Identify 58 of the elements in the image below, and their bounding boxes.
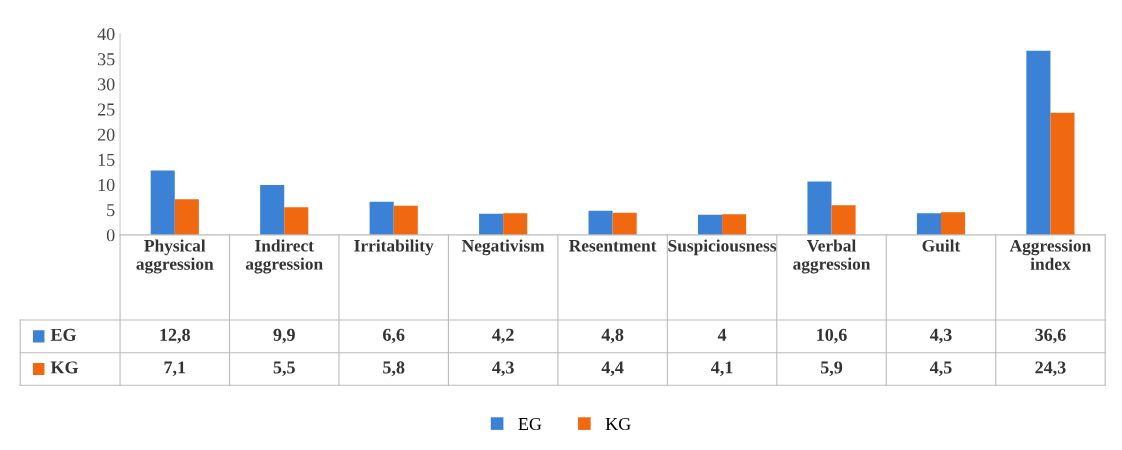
text: KG: [605, 417, 631, 431]
y-tick-label: 35: [98, 53, 115, 66]
bar: [369, 201, 394, 235]
x-tick-label: Guilt: [922, 239, 961, 252]
x-tick-label: Resentment: [569, 240, 657, 252]
bar: [260, 185, 285, 235]
data-label: 4,1: [711, 361, 733, 377]
bar: [722, 214, 747, 235]
x-tick-label: Irritability: [354, 239, 434, 256]
bar: [940, 212, 966, 235]
y-tick-label: 40: [97, 28, 115, 41]
bar: [284, 207, 309, 235]
bar: [612, 212, 637, 235]
bar: [174, 199, 199, 235]
data-label: 4,3: [492, 361, 514, 377]
x-tick-label: Suspiciousness: [668, 239, 777, 256]
bar: [1050, 112, 1075, 235]
data-label: 4,2: [492, 328, 514, 344]
y-tick-label: 10: [98, 178, 115, 192]
legend-label: EG: [50, 328, 77, 341]
data-label: 6,6: [383, 328, 405, 344]
bar: [503, 213, 528, 235]
data-label: 4,5: [929, 361, 952, 377]
data-label: 24,3: [1035, 361, 1066, 377]
y-tick-label: 5: [107, 204, 115, 217]
bar: [831, 205, 856, 235]
bar: [697, 214, 723, 235]
x-tick-label: Aggression index: [1009, 239, 1092, 270]
y-tick-label: 15: [98, 153, 115, 166]
bar: [807, 181, 832, 235]
x-tick-label: Physical aggression: [136, 239, 214, 274]
data-label: 4,3: [929, 328, 952, 344]
y-tick-label: 25: [97, 103, 115, 116]
bar: [393, 205, 418, 235]
data-label: 4: [717, 328, 727, 341]
bar: [916, 213, 941, 235]
legend-label: KG: [50, 361, 79, 374]
data-label: 7,1: [164, 361, 186, 377]
bar: [150, 170, 175, 235]
y-tick-label: 20: [97, 128, 115, 141]
bar: [588, 210, 613, 235]
data-label: 5,9: [820, 361, 843, 377]
bar: [479, 213, 504, 235]
data-label: 10,6: [817, 328, 847, 344]
data-label: 4,4: [601, 361, 624, 377]
y-tick-label: 30: [98, 78, 115, 91]
y-tick-label: 0: [106, 229, 115, 242]
data-label: 12,8: [160, 328, 190, 344]
x-tick-label: Verbal aggression: [793, 239, 871, 274]
data-label: 9,9: [273, 328, 295, 344]
data-label: 36,6: [1035, 328, 1066, 344]
data-label: 4,8: [601, 328, 624, 344]
data-label: 5,5: [273, 361, 295, 377]
x-tick-label: Indirect aggression: [245, 239, 323, 274]
bar: [1026, 50, 1051, 235]
x-tick-label: Negativism: [462, 239, 545, 256]
data-label: 5,8: [383, 361, 405, 377]
text: EG: [518, 417, 542, 431]
